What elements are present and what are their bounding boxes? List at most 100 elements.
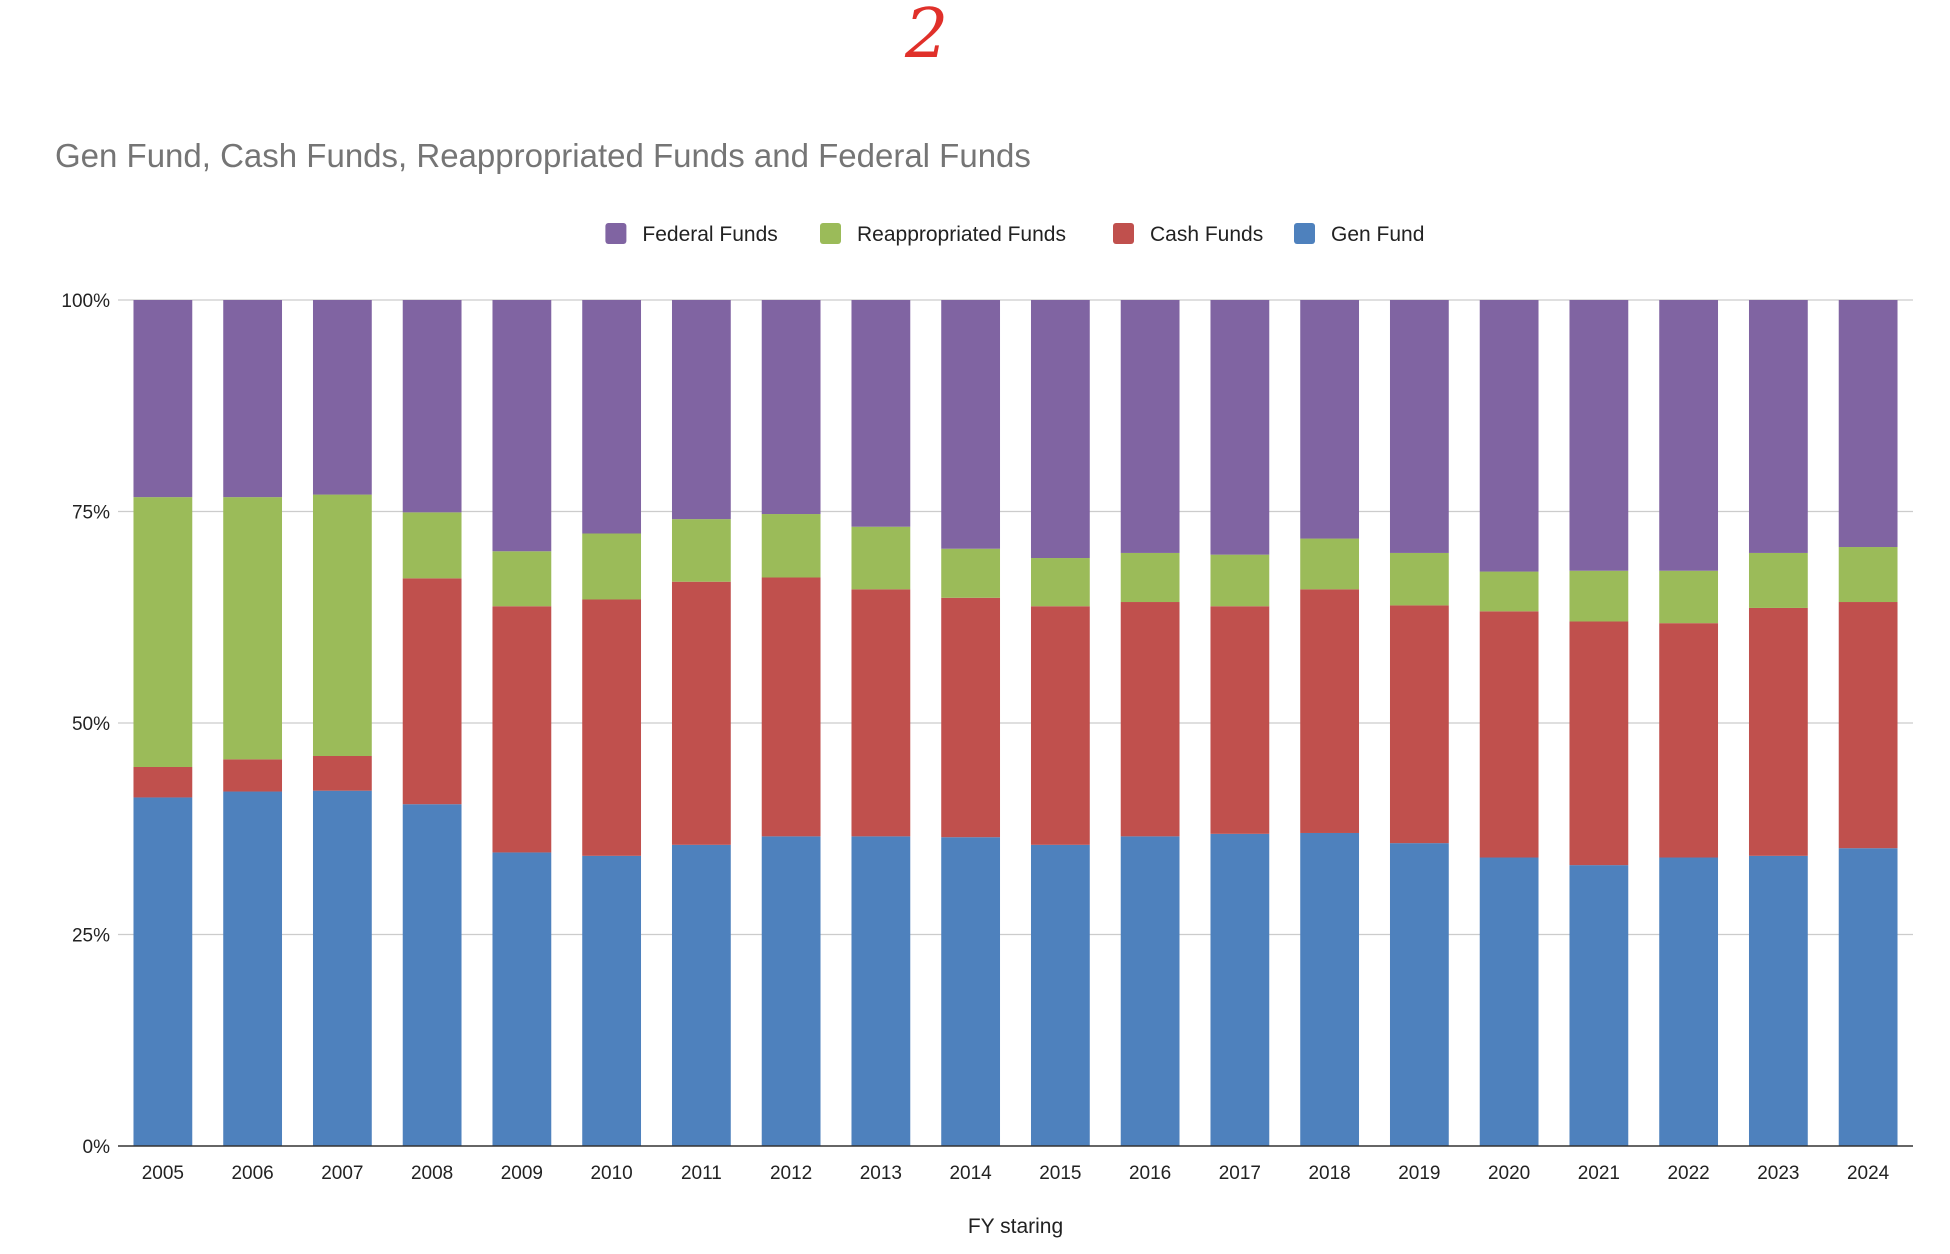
bar-gen-fund-2023 [1748,855,1808,1146]
bar-cash-funds-2007 [312,755,372,791]
bar-cash-funds-2018 [1300,589,1360,833]
bar-cash-funds-2009 [492,606,552,853]
x-tick-label: 2023 [1757,1163,1799,1184]
bar-reappropriated-funds-2020 [1479,571,1539,612]
bar-cash-funds-2015 [1030,606,1090,845]
x-tick-label: 2017 [1219,1163,1261,1184]
bar-cash-funds-2008 [402,578,462,805]
bar-gen-fund-2019 [1389,843,1449,1146]
bar-federal-funds-2008 [402,300,462,513]
bar-reappropriated-funds-2013 [851,526,911,590]
bar-reappropriated-funds-2024 [1838,547,1898,603]
bar-gen-fund-2009 [492,852,552,1146]
bar-gen-fund-2020 [1479,857,1539,1146]
bar-federal-funds-2009 [492,300,552,552]
bar-federal-funds-2021 [1569,300,1629,571]
bar-gen-fund-2021 [1569,865,1629,1146]
x-tick-label: 2015 [1039,1163,1081,1184]
chart-title: Gen Fund, Cash Funds, Reappropriated Fun… [55,137,1031,174]
bar-federal-funds-2018 [1300,300,1360,539]
bar-federal-funds-2010 [582,300,642,534]
bar-gen-fund-2013 [851,836,911,1146]
x-tick-label: 2007 [321,1163,363,1184]
bar-reappropriated-funds-2007 [312,494,372,756]
x-tick-label: 2018 [1308,1163,1350,1184]
y-tick-label: 100% [61,291,110,312]
bar-gen-fund-2022 [1659,857,1719,1146]
bar-reappropriated-funds-2018 [1300,538,1360,590]
bar-federal-funds-2017 [1210,300,1270,555]
bar-gen-fund-2014 [941,837,1001,1146]
bar-gen-fund-2024 [1838,848,1898,1146]
bar-federal-funds-2007 [312,300,372,495]
bar-reappropriated-funds-2017 [1210,554,1270,607]
bar-reappropriated-funds-2009 [492,551,552,607]
bar-cash-funds-2011 [671,581,731,845]
x-tick-label: 2021 [1578,1163,1620,1184]
bar-federal-funds-2023 [1748,300,1808,553]
bar-cash-funds-2020 [1479,611,1539,858]
x-tick-label: 2019 [1398,1163,1440,1184]
bar-reappropriated-funds-2011 [671,519,731,582]
legend-swatch-reappropriated-funds [820,223,841,244]
bar-reappropriated-funds-2012 [761,514,821,578]
legend-swatch-cash-funds [1113,223,1134,244]
bar-reappropriated-funds-2022 [1659,570,1719,624]
bar-federal-funds-2015 [1030,300,1090,559]
bar-federal-funds-2022 [1659,300,1719,571]
bar-gen-fund-2012 [761,836,821,1146]
bar-reappropriated-funds-2014 [941,548,1001,598]
bar-federal-funds-2019 [1389,300,1449,553]
bar-cash-funds-2023 [1748,607,1808,856]
bar-cash-funds-2017 [1210,606,1270,834]
bar-cash-funds-2019 [1389,605,1449,844]
legend-label-gen-fund: Gen Fund [1331,223,1424,246]
bar-cash-funds-2016 [1120,602,1180,837]
x-tick-label: 2016 [1129,1163,1171,1184]
bar-federal-funds-2020 [1479,300,1539,572]
bar-gen-fund-2005 [133,797,193,1146]
bar-cash-funds-2021 [1569,621,1629,866]
bar-reappropriated-funds-2015 [1030,558,1090,607]
legend-label-federal-funds: Federal Funds [642,223,777,246]
x-tick-label: 2009 [501,1163,543,1184]
bar-gen-fund-2015 [1030,844,1090,1146]
bar-gen-fund-2018 [1300,832,1360,1146]
bar-gen-fund-2010 [582,855,642,1146]
bar-reappropriated-funds-2005 [133,497,193,767]
bar-gen-fund-2006 [223,791,283,1146]
bar-federal-funds-2024 [1838,300,1898,548]
bar-gen-fund-2017 [1210,833,1270,1146]
x-tick-label: 2012 [770,1163,812,1184]
bar-gen-fund-2007 [312,790,372,1146]
bar-cash-funds-2005 [133,766,193,798]
bar-reappropriated-funds-2021 [1569,570,1629,622]
x-tick-label: 2013 [860,1163,902,1184]
bar-cash-funds-2013 [851,589,911,837]
bar-cash-funds-2010 [582,599,642,856]
x-tick-label: 2008 [411,1163,453,1184]
bar-reappropriated-funds-2008 [402,512,462,579]
x-tick-label: 2024 [1847,1163,1890,1184]
bar-reappropriated-funds-2010 [582,533,642,600]
y-tick-label: 75% [72,503,110,524]
bar-cash-funds-2012 [761,577,821,837]
bar-cash-funds-2006 [223,759,283,792]
legend-swatch-gen-fund [1294,223,1315,244]
x-tick-label: 2006 [231,1163,273,1184]
bar-reappropriated-funds-2016 [1120,552,1180,603]
bar-federal-funds-2013 [851,300,911,527]
bar-gen-fund-2016 [1120,836,1180,1146]
bar-cash-funds-2024 [1838,602,1898,849]
handwritten-annotation: 2 [905,0,949,74]
bar-reappropriated-funds-2006 [223,497,283,760]
bar-federal-funds-2006 [223,300,283,498]
x-axis-title: FY staring [968,1215,1063,1238]
legend-label-cash-funds: Cash Funds [1150,223,1263,246]
legend-swatch-federal-funds [605,223,627,244]
x-tick-label: 2010 [590,1163,632,1184]
bar-federal-funds-2005 [133,300,193,498]
bar-cash-funds-2022 [1659,623,1719,858]
x-tick-label: 2022 [1667,1163,1709,1184]
